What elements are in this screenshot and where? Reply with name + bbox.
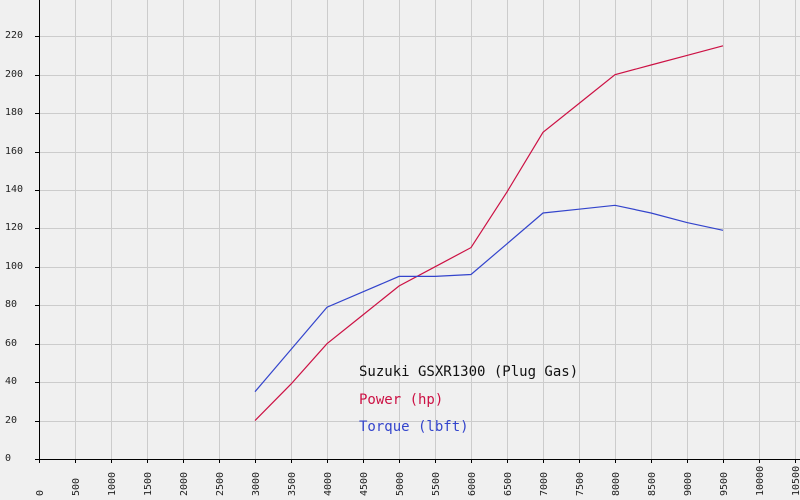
legend-title: Suzuki GSXR1300 (Plug Gas) — [359, 364, 578, 380]
y-tick-label: 80 — [5, 299, 17, 310]
chart-axes — [35, 0, 800, 463]
y-tick-label: 0 — [5, 453, 11, 464]
x-tick-label: 9500 — [719, 472, 730, 496]
x-tick-label: 5000 — [395, 472, 406, 496]
y-tick-label: 220 — [5, 30, 23, 41]
x-tick-label: 4000 — [323, 472, 334, 496]
x-tick-label: 6500 — [503, 472, 514, 496]
x-tick-label: 10500 — [791, 466, 800, 496]
x-tick-label: 3500 — [287, 472, 298, 496]
x-tick-label: 0 — [35, 490, 46, 496]
legend-power: Power (hp) — [359, 392, 443, 408]
x-tick-label: 5500 — [431, 472, 442, 496]
series-line-1 — [254, 204, 724, 393]
y-tick-label: 120 — [5, 222, 23, 233]
x-tick-label: 4500 — [359, 472, 370, 496]
x-tick-label: 1500 — [143, 472, 154, 496]
x-tick-label: 9000 — [683, 472, 694, 496]
x-tick-label: 7000 — [539, 472, 550, 496]
chart-legend: Suzuki GSXR1300 (Plug Gas) Power (hp) To… — [359, 364, 578, 435]
series-line-0 — [254, 45, 724, 422]
y-tick-label: 140 — [5, 184, 23, 195]
x-tick-label: 500 — [71, 478, 82, 496]
x-tick-label: 8500 — [647, 472, 658, 496]
y-tick-label: 180 — [5, 107, 23, 118]
y-tick-label: 40 — [5, 376, 17, 387]
y-tick-label: 200 — [5, 69, 23, 80]
y-tick-label: 20 — [5, 415, 17, 426]
legend-torque: Torque (lbft) — [359, 419, 469, 435]
x-tick-label: 3000 — [251, 472, 262, 496]
x-tick-label: 10000 — [755, 466, 766, 496]
chart-grid — [39, 0, 800, 459]
x-tick-label: 2000 — [179, 472, 190, 496]
x-tick-label: 2500 — [215, 472, 226, 496]
x-tick-label: 1000 — [107, 472, 118, 496]
chart-series — [254, 45, 724, 422]
y-tick-label: 60 — [5, 338, 17, 349]
y-tick-label: 160 — [5, 146, 23, 157]
x-tick-label: 7500 — [575, 472, 586, 496]
y-tick-label: 100 — [5, 261, 23, 272]
x-tick-label: 6000 — [467, 472, 478, 496]
chart-ticks: 0 500 1000 1500 2000 2500 3000 3500 4000 4500 5000… — [5, 30, 800, 496]
x-tick-label: 8000 — [611, 472, 622, 496]
